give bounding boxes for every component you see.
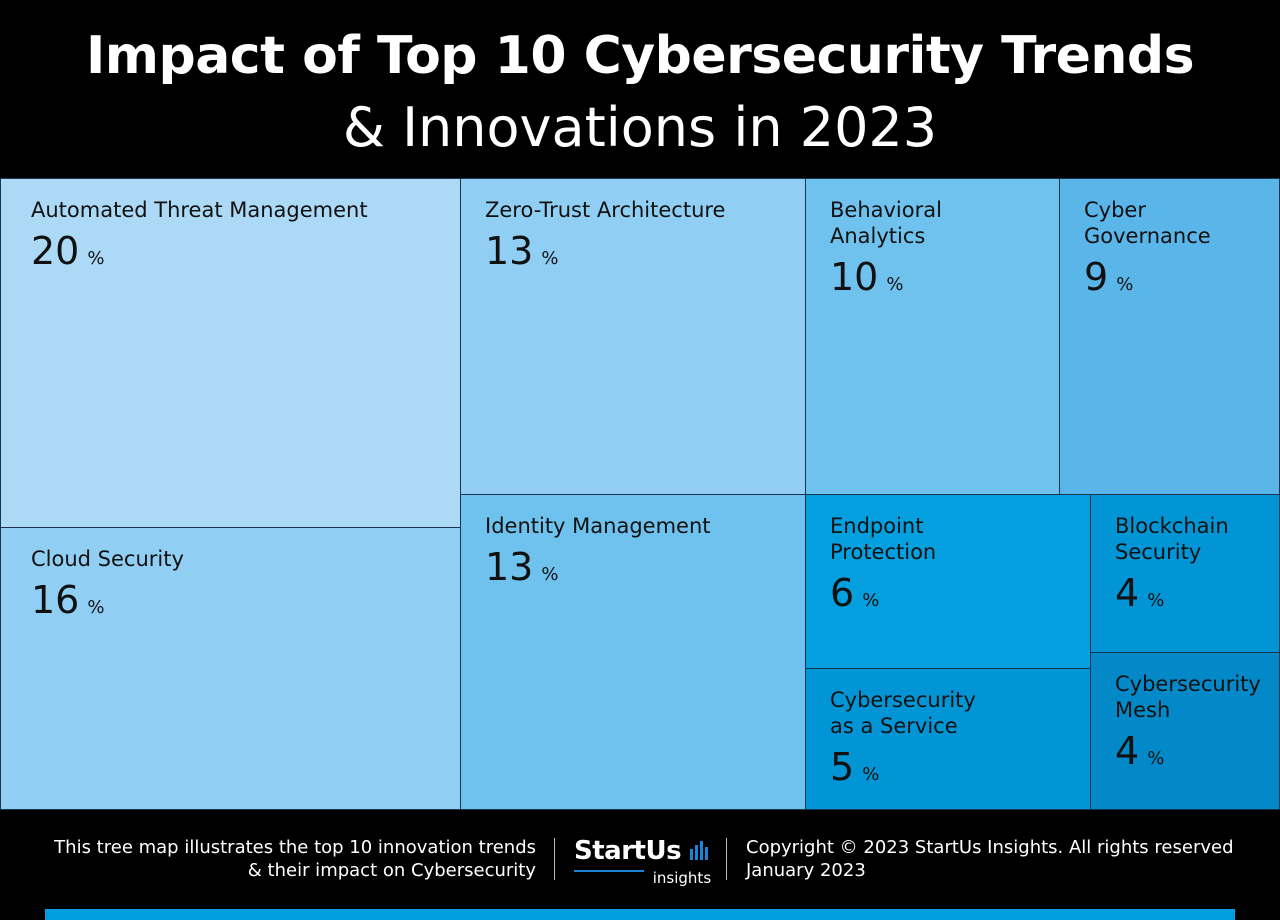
cell-label: Zero-Trust Architecture xyxy=(485,198,726,222)
cell-value: 13 xyxy=(485,229,534,273)
startus-insights-logo: StartUs insights xyxy=(574,836,711,887)
treemap-cell-cybersecurity-as-a-service: Cybersecurity as a Service 5% xyxy=(805,668,1091,810)
percent-sign: % xyxy=(541,248,559,269)
cell-value: 16 xyxy=(31,578,80,622)
logo-underline xyxy=(574,870,644,872)
treemap-cell-automated-threat-management: Automated Threat Management 20% xyxy=(0,178,461,528)
cell-label: Behavioral Analytics xyxy=(830,198,942,248)
treemap-cell-blockchain-security: Blockchain Security 4% xyxy=(1090,494,1280,653)
chart-description: This tree map illustrates the top 10 inn… xyxy=(54,837,536,881)
percent-sign: % xyxy=(541,564,559,585)
cell-value: 5 xyxy=(830,745,855,789)
percent-sign: % xyxy=(1116,274,1134,295)
footer-divider xyxy=(726,838,727,880)
treemap-cell-cyber-governance: Cyber Governance 9% xyxy=(1059,178,1280,495)
chart-title: Impact of Top 10 Cybersecurity Trends xyxy=(85,26,1195,86)
cell-value-group: 9% xyxy=(1084,255,1133,299)
cell-label: Cyber Governance xyxy=(1084,198,1211,248)
copyright-block: Copyright © 2023 StartUs Insights. All r… xyxy=(746,836,1234,882)
cell-value-group: 6% xyxy=(830,571,879,615)
cell-value-group: 5% xyxy=(830,745,879,789)
percent-sign: % xyxy=(862,764,880,785)
treemap-cell-zero-trust-architecture: Zero-Trust Architecture 13% xyxy=(460,178,806,495)
cell-value-group: 20% xyxy=(31,229,104,273)
date-text: January 2023 xyxy=(746,860,866,881)
cell-value: 10 xyxy=(830,255,879,299)
percent-sign: % xyxy=(1147,748,1165,769)
footer-divider xyxy=(554,838,555,880)
cell-label: Cloud Security xyxy=(31,547,184,571)
header: Impact of Top 10 Cybersecurity Trends & … xyxy=(0,0,1280,178)
cell-label: Endpoint Protection xyxy=(830,514,937,564)
percent-sign: % xyxy=(862,590,880,611)
treemap: Automated Threat Management 20% Cloud Se… xyxy=(0,178,1280,810)
percent-sign: % xyxy=(87,597,105,618)
cell-value-group: 4% xyxy=(1115,571,1164,615)
cell-label: Blockchain Security xyxy=(1115,514,1229,564)
cell-value-group: 16% xyxy=(31,578,104,622)
cell-value: 4 xyxy=(1115,571,1140,615)
cell-value: 9 xyxy=(1084,255,1109,299)
treemap-cell-behavioral-analytics: Behavioral Analytics 10% xyxy=(805,178,1060,495)
cell-label: Cybersecurity Mesh xyxy=(1115,672,1261,722)
cell-label: Automated Threat Management xyxy=(31,198,368,222)
cell-value-group: 4% xyxy=(1115,729,1164,773)
chart-subtitle: & Innovations in 2023 xyxy=(342,96,938,159)
footer: This tree map illustrates the top 10 inn… xyxy=(0,810,1280,920)
cell-value: 13 xyxy=(485,545,534,589)
copyright-text: Copyright © 2023 StartUs Insights. All r… xyxy=(746,837,1234,858)
logo-subtext: insights xyxy=(652,869,712,887)
logo-wordmark: StartUs xyxy=(574,836,682,866)
percent-sign: % xyxy=(1147,590,1165,611)
cell-value: 6 xyxy=(830,571,855,615)
treemap-cell-identity-management: Identity Management 13% xyxy=(460,494,806,810)
cell-label: Cybersecurity as a Service xyxy=(830,688,976,738)
treemap-cell-cloud-security: Cloud Security 16% xyxy=(0,527,461,810)
cell-label: Identity Management xyxy=(485,514,711,538)
treemap-cell-cybersecurity-mesh: Cybersecurity Mesh 4% xyxy=(1090,652,1280,810)
cell-value: 20 xyxy=(31,229,80,273)
bar-chart-icon xyxy=(690,841,709,860)
cell-value-group: 10% xyxy=(830,255,903,299)
percent-sign: % xyxy=(87,248,105,269)
cell-value-group: 13% xyxy=(485,229,558,273)
cell-value: 4 xyxy=(1115,729,1140,773)
treemap-cell-endpoint-protection: Endpoint Protection 6% xyxy=(805,494,1091,669)
percent-sign: % xyxy=(886,274,904,295)
cell-value-group: 13% xyxy=(485,545,558,589)
bottom-accent-bar xyxy=(45,909,1235,920)
